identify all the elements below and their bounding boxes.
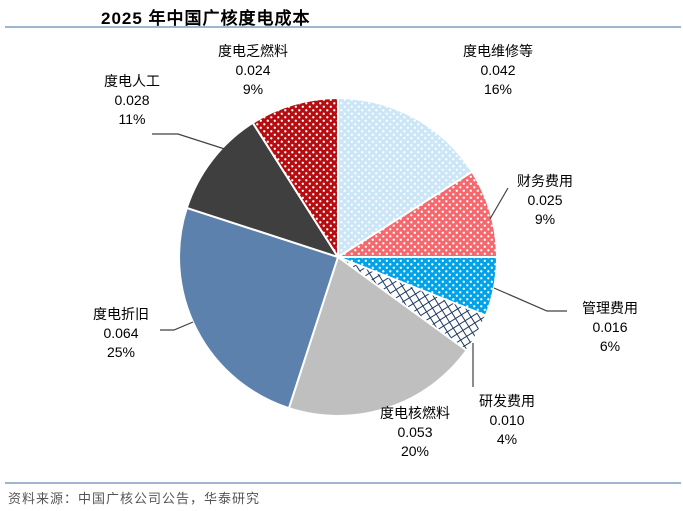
- pie-label-value: 0.024: [235, 62, 271, 78]
- pie-label-value: 0.028: [114, 92, 150, 108]
- pie-label-name: 度电折旧: [93, 306, 149, 322]
- footer-divider: [5, 482, 681, 484]
- pie-label-name: 财务费用: [517, 173, 573, 189]
- chart-title: 2025 年中国广核度电成本: [101, 9, 311, 28]
- pie-label-value: 0.016: [592, 319, 628, 335]
- pie-label-value: 0.010: [489, 412, 525, 428]
- pie-label-name: 管理费用: [582, 300, 638, 316]
- pie-label-2: 管理费用 0.016 6%: [582, 299, 638, 356]
- pie-label-name: 研发费用: [479, 393, 535, 409]
- pie-slice-6: [185, 121, 339, 258]
- pie-label-percent: 6%: [599, 338, 621, 354]
- pie-label-name: 度电乏燃料: [218, 43, 288, 59]
- pie-label-percent: 4%: [496, 431, 518, 447]
- pie-label-percent: 20%: [400, 443, 430, 459]
- pie-slice-1: [337, 170, 498, 258]
- pie-slice-5: [178, 206, 339, 410]
- pie-label-3: 研发费用 0.010 4%: [479, 392, 535, 449]
- pie-label-name: 度电维修等: [463, 43, 533, 59]
- pie-slice-4: [287, 256, 468, 417]
- pie-label-value: 0.025: [527, 192, 563, 208]
- pie-slice-7: [251, 97, 339, 258]
- pie-label-name: 度电核燃料: [380, 405, 450, 421]
- title-divider: [5, 26, 681, 28]
- pie-label-percent: 16%: [483, 81, 513, 97]
- leader-line: [493, 287, 567, 312]
- pie-label-6: 度电人工 0.028 11%: [104, 72, 160, 129]
- pie-label-value: 0.064: [103, 325, 139, 341]
- pie-label-name: 度电人工: [104, 73, 160, 89]
- pie-label-percent: 9%: [242, 81, 264, 97]
- pie-label-1: 财务费用 0.025 9%: [517, 172, 573, 229]
- pie-label-percent: 11%: [118, 111, 146, 127]
- pie-label-percent: 25%: [106, 344, 136, 360]
- pie-label-7: 度电乏燃料 0.024 9%: [218, 42, 288, 99]
- pie-label-5: 度电折旧 0.064 25%: [93, 305, 149, 362]
- source-note: 资料来源：中国广核公司公告，华泰研究: [8, 491, 261, 506]
- leader-line: [152, 133, 235, 153]
- pie-label-percent: 9%: [534, 211, 556, 227]
- pie-label-0: 度电维修等 0.042 16%: [463, 42, 533, 99]
- leader-line: [160, 321, 194, 331]
- pie-slice-0: [337, 97, 474, 258]
- pie-label-4: 度电核燃料 0.053 20%: [380, 404, 450, 461]
- pie-label-value: 0.042: [480, 62, 516, 78]
- leader-line: [489, 187, 509, 220]
- pie-label-value: 0.053: [397, 424, 433, 440]
